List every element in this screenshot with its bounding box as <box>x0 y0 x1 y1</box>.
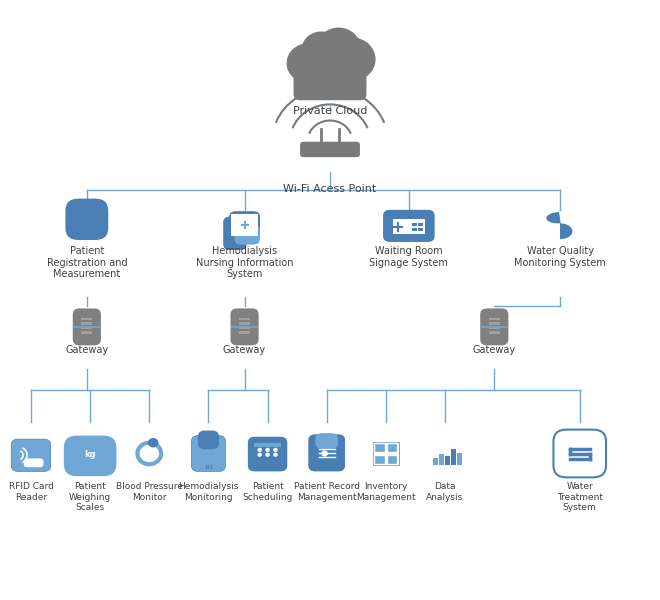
Bar <box>412 223 417 226</box>
FancyBboxPatch shape <box>230 308 259 346</box>
Bar <box>81 318 92 320</box>
Circle shape <box>258 448 261 451</box>
FancyBboxPatch shape <box>308 434 345 472</box>
FancyBboxPatch shape <box>315 433 338 449</box>
FancyBboxPatch shape <box>374 443 385 452</box>
Bar <box>489 327 500 329</box>
FancyBboxPatch shape <box>234 224 260 245</box>
Bar <box>418 228 423 232</box>
FancyBboxPatch shape <box>11 439 51 472</box>
Text: Inventory
Management: Inventory Management <box>356 482 416 502</box>
Circle shape <box>79 203 94 216</box>
Text: kg: kg <box>84 450 96 459</box>
FancyBboxPatch shape <box>480 308 508 346</box>
Bar <box>81 327 92 329</box>
Bar <box>412 228 417 232</box>
FancyBboxPatch shape <box>223 217 247 250</box>
Circle shape <box>317 28 360 67</box>
FancyBboxPatch shape <box>393 219 425 234</box>
Circle shape <box>287 44 330 83</box>
Bar <box>489 322 500 325</box>
Bar <box>81 322 92 325</box>
Circle shape <box>266 448 269 451</box>
Circle shape <box>300 40 360 94</box>
Bar <box>239 322 250 325</box>
Bar <box>451 449 455 466</box>
Bar <box>433 458 438 466</box>
Bar <box>445 456 449 466</box>
Bar <box>239 318 250 320</box>
Bar <box>457 452 461 466</box>
FancyBboxPatch shape <box>229 211 260 238</box>
Text: Hemodialysis
Nursing Information
System: Hemodialysis Nursing Information System <box>196 246 293 280</box>
Polygon shape <box>546 212 572 239</box>
FancyBboxPatch shape <box>24 458 44 467</box>
Circle shape <box>274 448 277 451</box>
Text: Gateway: Gateway <box>65 345 108 355</box>
FancyBboxPatch shape <box>554 430 606 478</box>
Circle shape <box>258 453 261 456</box>
FancyBboxPatch shape <box>387 443 397 452</box>
FancyBboxPatch shape <box>254 443 280 447</box>
FancyBboxPatch shape <box>65 199 108 240</box>
Text: RFID Card
Reader: RFID Card Reader <box>9 482 53 502</box>
Bar <box>239 327 250 329</box>
FancyBboxPatch shape <box>248 437 287 472</box>
Bar <box>489 318 500 320</box>
FancyBboxPatch shape <box>232 214 257 236</box>
Circle shape <box>302 32 341 67</box>
Text: Patient
Registration and
Measurement: Patient Registration and Measurement <box>46 246 127 280</box>
Circle shape <box>322 451 327 456</box>
FancyBboxPatch shape <box>300 142 360 157</box>
Text: Patient
Weighing
Scales: Patient Weighing Scales <box>69 482 112 512</box>
Text: Blood Pressure
Monitor: Blood Pressure Monitor <box>115 482 183 502</box>
FancyBboxPatch shape <box>191 436 226 472</box>
Text: Water Quality
Monitoring System: Water Quality Monitoring System <box>514 246 606 268</box>
FancyBboxPatch shape <box>374 455 385 464</box>
FancyBboxPatch shape <box>383 210 435 242</box>
FancyBboxPatch shape <box>73 308 101 346</box>
FancyBboxPatch shape <box>294 61 366 100</box>
Circle shape <box>148 438 158 448</box>
Text: Private Cloud: Private Cloud <box>293 106 367 116</box>
Text: Patient
Scheduling: Patient Scheduling <box>242 482 293 502</box>
FancyBboxPatch shape <box>373 442 399 466</box>
Text: Gateway: Gateway <box>223 345 266 355</box>
Text: Data
Analysis: Data Analysis <box>426 482 463 502</box>
FancyBboxPatch shape <box>198 431 219 449</box>
Bar <box>418 223 423 226</box>
Text: Gateway: Gateway <box>473 345 516 355</box>
Circle shape <box>274 453 277 456</box>
Bar <box>439 454 444 466</box>
Bar <box>81 331 92 334</box>
Text: Wi-Fi Acess Point: Wi-Fi Acess Point <box>283 184 377 194</box>
Circle shape <box>266 453 269 456</box>
Bar <box>489 331 500 334</box>
FancyBboxPatch shape <box>64 436 116 476</box>
Text: Waiting Room
Signage System: Waiting Room Signage System <box>370 246 448 268</box>
FancyBboxPatch shape <box>387 455 397 464</box>
Bar <box>239 331 250 334</box>
Text: Hemodialysis
Monitoring: Hemodialysis Monitoring <box>178 482 239 502</box>
Text: Patient Record
Management: Patient Record Management <box>294 482 360 502</box>
Circle shape <box>328 38 375 80</box>
Text: Water
Treatment
System: Water Treatment System <box>557 482 603 512</box>
